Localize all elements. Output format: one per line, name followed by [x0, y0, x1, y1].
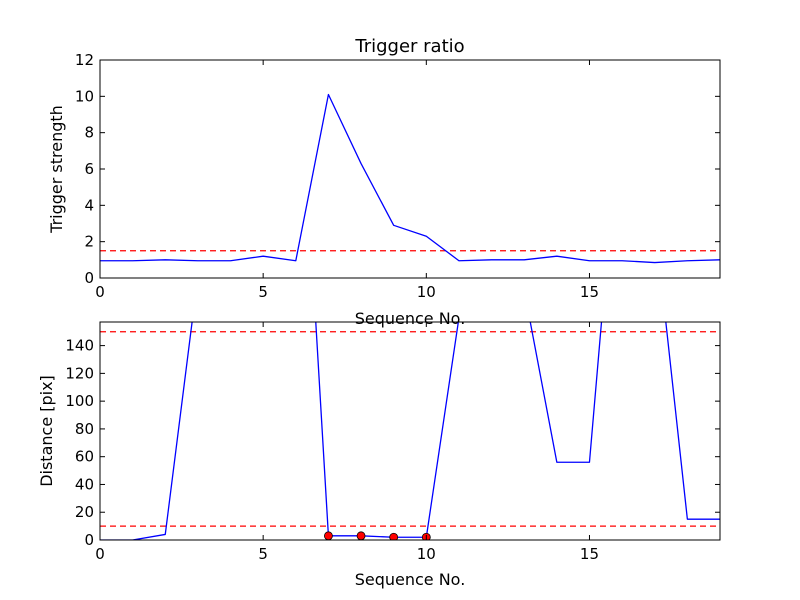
data-marker: [324, 531, 333, 540]
series-line: [100, 322, 720, 540]
series-line: [100, 93, 720, 264]
x-axis-label: Sequence No.: [355, 570, 466, 589]
axis-ticks: 0 5 10 15 0 2 4 6 8 10 12: [75, 51, 720, 301]
axes-frame: [99, 59, 721, 279]
x-tick-label: 15: [580, 283, 599, 301]
y-tick-label: 6: [84, 160, 94, 178]
axis-ticks: 0 5 10 15 0 20 40 60 80 100 120 140: [65, 322, 720, 563]
subplot-trigger-ratio: Trigger ratio Sequence No. Trigger stren…: [47, 36, 721, 328]
y-tick-label: 2: [84, 233, 94, 251]
chart-title: Trigger ratio: [354, 36, 464, 57]
x-tick-label: 10: [417, 545, 436, 563]
y-tick-label: 0: [84, 269, 94, 287]
y-axis-label: Distance [pix]: [37, 375, 56, 487]
y-tick-label: 140: [65, 337, 94, 355]
axes-frame: [99, 321, 721, 541]
y-tick-label: 60: [75, 448, 94, 466]
y-tick-label: 8: [84, 124, 94, 142]
y-tick-label: 100: [65, 392, 94, 410]
x-tick-label: 0: [95, 545, 105, 563]
y-tick-label: 12: [75, 51, 94, 69]
plot-area: [100, 93, 720, 264]
x-tick-label: 5: [258, 283, 268, 301]
y-tick-label: 4: [84, 196, 94, 214]
y-tick-label: 80: [75, 420, 94, 438]
y-tick-label: 10: [75, 87, 94, 105]
x-tick-label: 5: [258, 545, 268, 563]
x-tick-label: 15: [580, 545, 599, 563]
y-tick-label: 120: [65, 364, 94, 382]
x-tick-label: 10: [417, 283, 436, 301]
data-marker: [389, 532, 399, 540]
subplot-distance: Sequence No. Distance [pix] 0 5 10 15 0 20 40 6…: [37, 321, 721, 589]
y-tick-label: 20: [75, 503, 94, 521]
y-tick-label: 0: [84, 531, 94, 549]
y-axis-label: Trigger strength: [47, 105, 66, 234]
y-tick-label: 40: [75, 475, 94, 493]
x-tick-label: 0: [95, 283, 105, 301]
x-axis-label: Sequence No.: [355, 309, 466, 328]
data-marker: [356, 531, 366, 540]
